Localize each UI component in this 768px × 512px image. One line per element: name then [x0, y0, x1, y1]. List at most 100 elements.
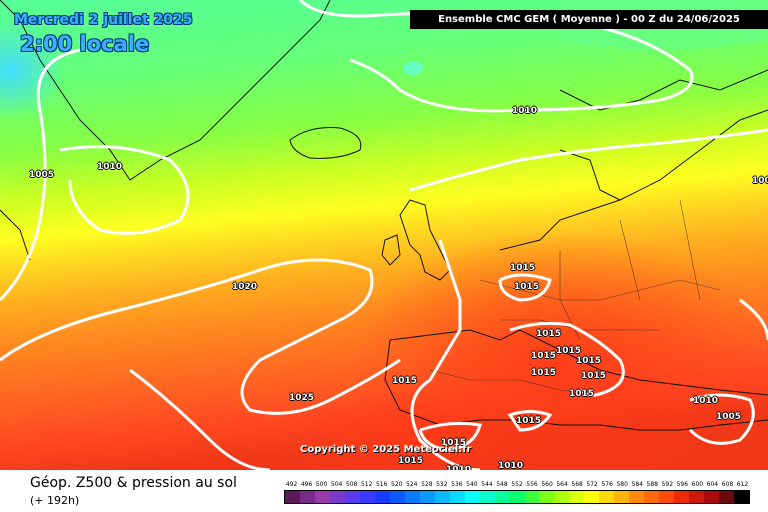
legend-subtitle: (+ 192h) [30, 494, 80, 507]
isobar-label: 1015 [531, 351, 557, 361]
isobar-label: 1025 [289, 393, 315, 403]
scale-swatch [524, 491, 540, 503]
forecast-date: Mercredi 2 juillet 2025 [14, 12, 193, 28]
forecast-time: 2:00 locale [20, 32, 150, 56]
scale-label: 580 [616, 481, 628, 488]
scale-label: 600 [691, 481, 704, 488]
scale-label: 504 [330, 481, 343, 488]
isobar-label: 1015 [392, 376, 418, 386]
scale-label: 520 [391, 481, 403, 488]
isobar-label: 1010 [693, 396, 719, 406]
scale-label: 584 [631, 481, 643, 488]
scale-swatch [344, 491, 360, 503]
scale-swatch [719, 491, 735, 503]
scale-swatch [389, 491, 405, 503]
scale-swatch [299, 491, 315, 503]
scale-swatch [704, 491, 720, 503]
scale-swatch [434, 491, 450, 503]
scale-label: 596 [676, 481, 689, 488]
scale-swatch [629, 491, 645, 503]
isobar-label: 1015 [569, 389, 595, 399]
scale-swatch [494, 491, 510, 503]
scale-swatch [464, 491, 480, 503]
isobar-label: 1015 [581, 371, 607, 381]
great-britain-coast [399, 199, 451, 281]
isobar-1015-france [498, 273, 552, 302]
isobar-1015-west [410, 239, 481, 470]
copyright-notice: Copyright © 2025 Meteociel.fr [300, 444, 472, 455]
scale-swatch [449, 491, 465, 503]
color-scale-bar [284, 490, 750, 504]
ireland-coast [381, 234, 401, 266]
isobar-label: 1015 [531, 368, 557, 378]
scale-label: 556 [526, 481, 538, 488]
isobar-label: 1015 [510, 263, 536, 273]
scale-swatch [329, 491, 345, 503]
legend-title: Géop. Z500 & pression au sol [30, 475, 237, 491]
scale-swatch [644, 491, 660, 503]
coastlines [0, 0, 768, 431]
isobar-1015-africa [418, 421, 482, 452]
baltic-coast [559, 149, 621, 201]
mediterranean-north-coast [389, 329, 768, 396]
scale-label: 568 [571, 481, 583, 488]
isobar-1010-north [298, 0, 694, 113]
scale-swatch [584, 491, 600, 503]
isobar-label: 1015 [556, 346, 582, 356]
scale-label: 576 [601, 481, 613, 488]
scale-label: 592 [661, 481, 674, 488]
isobars [0, 0, 768, 470]
isobar-label: 1010 [512, 106, 538, 116]
scale-swatch [479, 491, 495, 503]
isobar-1010-west [59, 145, 190, 235]
isobar-1005-west [0, 48, 81, 302]
scale-label: 532 [436, 481, 448, 488]
isobar-label: 1015 [536, 329, 562, 339]
scale-label: 560 [541, 481, 553, 488]
scale-label: 512 [360, 481, 373, 488]
scale-label: 608 [721, 481, 734, 488]
isobar-label: 1010 [498, 461, 524, 471]
scale-label: 496 [300, 481, 313, 488]
scale-swatch [569, 491, 585, 503]
cold-spot [403, 61, 423, 75]
isobar-label: 1015 [576, 356, 602, 366]
scale-label: 528 [421, 481, 433, 488]
weather-map [0, 0, 768, 470]
color-scale-labels: 492 496 500 504 508 512 516 520 524 528 532 536 540 5… [284, 481, 750, 489]
isobar-label: 1005 [716, 412, 742, 422]
isobar-1015-italy [509, 321, 625, 397]
iceland-coast [289, 127, 362, 159]
scale-swatch [614, 491, 630, 503]
scale-label: 612 [736, 481, 749, 488]
isobar-label: 1015 [514, 282, 540, 292]
scale-swatch [734, 491, 750, 503]
isobar-label: 1015 [398, 456, 424, 466]
scale-label: 492 [285, 481, 298, 488]
isobar-1015-small [507, 410, 553, 432]
scale-swatch [689, 491, 705, 503]
isobar-1025 [129, 368, 271, 470]
isobar-1020 [0, 258, 401, 415]
scale-label: 516 [375, 481, 388, 488]
cold-core [0, 20, 65, 120]
scale-label: 544 [481, 481, 493, 488]
legend-footer: Géop. Z500 & pression au sol (+ 192h) 49… [0, 470, 768, 512]
scale-label: 524 [406, 481, 418, 488]
isobar-label: 100 [752, 176, 768, 186]
scale-swatch [509, 491, 525, 503]
isobar-ridge [409, 128, 768, 192]
scale-label: 536 [451, 481, 463, 488]
scale-swatch [539, 491, 555, 503]
scale-swatch [314, 491, 330, 503]
scale-label: 572 [586, 481, 598, 488]
scale-swatch [554, 491, 570, 503]
scale-swatch [404, 491, 420, 503]
isobar-label: 1015 [441, 438, 467, 448]
scale-label: 604 [706, 481, 719, 488]
isobar-label: 1010 [97, 162, 123, 172]
isobar-1010-east [688, 393, 755, 445]
scale-swatch [659, 491, 675, 503]
scale-swatch [674, 491, 690, 503]
isobar-label: 1015 [516, 416, 542, 426]
